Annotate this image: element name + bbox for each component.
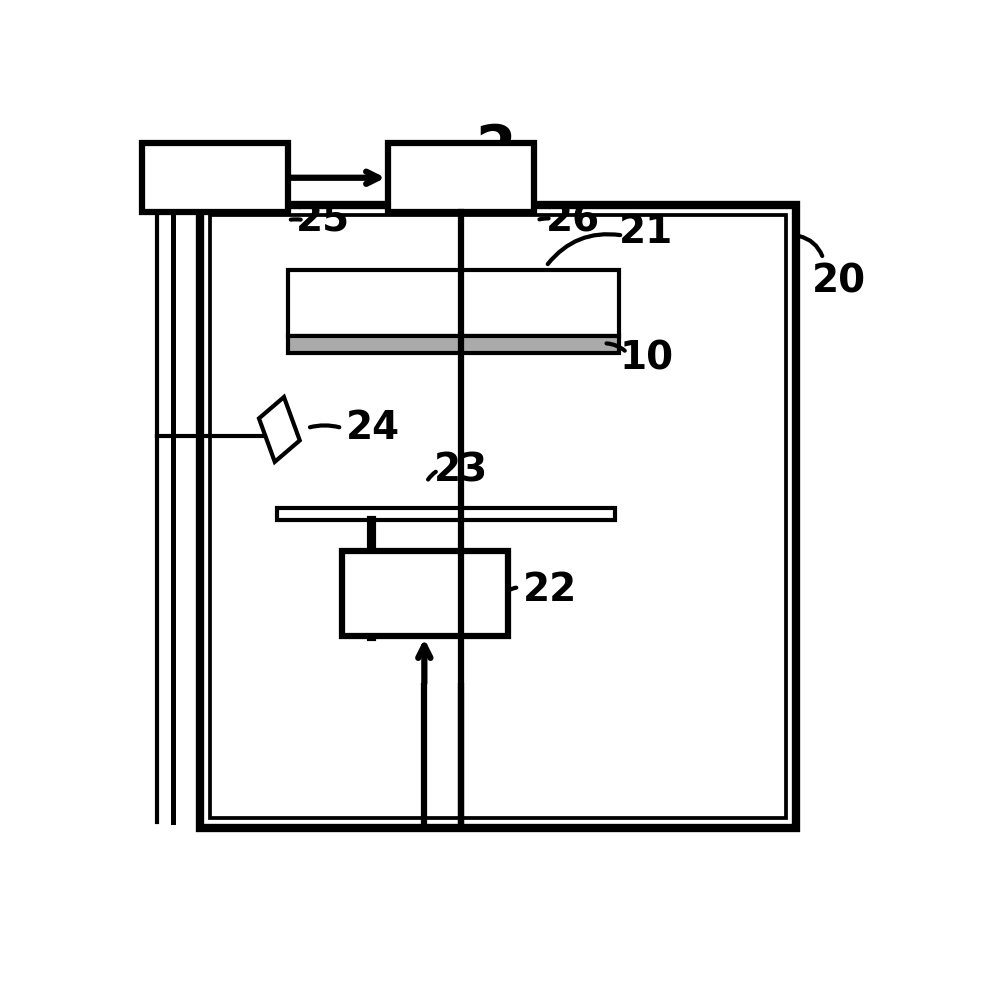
Bar (288, 270, 619, 336)
Text: 26: 26 (546, 201, 601, 239)
Text: 22: 22 (523, 571, 577, 609)
Text: 23: 23 (434, 451, 489, 489)
Text: 2: 2 (476, 122, 516, 179)
Bar (142, 143, 288, 212)
Bar (209, 215, 786, 818)
Text: 25: 25 (295, 201, 350, 239)
Bar (342, 551, 507, 636)
Bar (388, 143, 534, 212)
Polygon shape (259, 397, 299, 462)
Bar (199, 205, 796, 828)
Bar (288, 336, 619, 353)
Text: 21: 21 (619, 213, 674, 251)
Text: 10: 10 (619, 340, 673, 378)
Bar (276, 508, 615, 520)
Text: 20: 20 (812, 263, 866, 301)
Text: 24: 24 (346, 409, 400, 447)
